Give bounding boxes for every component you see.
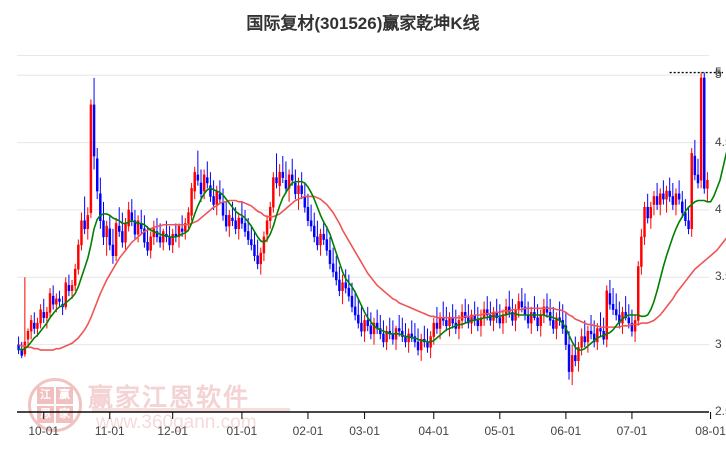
price-marker-label: 5 (715, 64, 722, 79)
x-axis (17, 411, 712, 419)
y-axis-tick-label: 4 (715, 201, 722, 216)
x-axis-tick-label: 12-01 (157, 424, 189, 438)
x-axis-tick-label: 08-01 (695, 424, 726, 438)
y-axis-tick-label: 3.5 (715, 269, 726, 284)
y-axis-tick-label: 3 (715, 336, 722, 351)
x-axis-tick-label: 07-01 (616, 424, 648, 438)
x-axis-tick-label: 04-01 (418, 424, 450, 438)
x-axis-tick-label: 11-01 (94, 424, 125, 438)
x-axis-tick-label: 05-01 (484, 424, 516, 438)
x-axis-tick-label: 01-01 (226, 424, 258, 438)
y-axis-tick-label: 5 (715, 67, 722, 82)
x-axis-tick-label: 06-01 (550, 424, 582, 438)
title-divider (17, 55, 709, 56)
y-axis-tick-label: 4.5 (715, 134, 726, 149)
page-title: 国际复材(301526)赢家乾坤K线 (246, 14, 480, 33)
x-axis-tick-label: 03-01 (349, 424, 380, 438)
candle-series (17, 72, 709, 386)
x-axis-tick-label: 02-01 (292, 424, 324, 438)
ma-short-line (18, 151, 726, 351)
ma-long-line (18, 195, 726, 351)
y-axis-tick-label: 2.5 (715, 404, 726, 418)
x-axis-tick-label: 10-01 (28, 424, 60, 438)
gridlines (17, 74, 709, 413)
